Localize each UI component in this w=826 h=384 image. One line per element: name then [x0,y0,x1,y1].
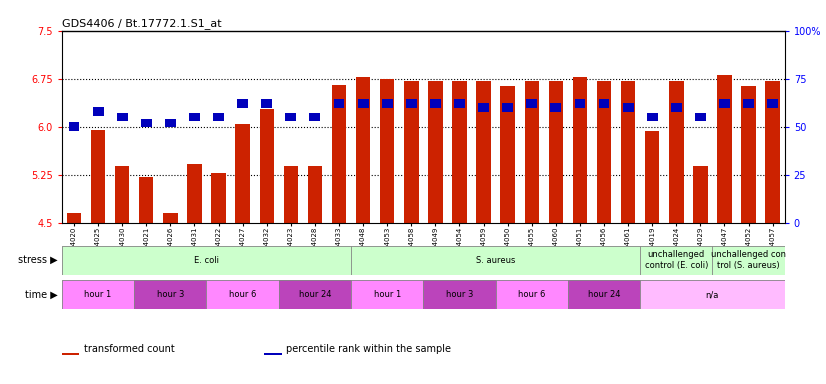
Bar [141,119,152,127]
Text: time ▶: time ▶ [25,290,58,300]
Bar [525,81,539,223]
Bar [454,99,465,108]
Bar [406,99,416,108]
Bar [717,75,732,223]
Bar [134,280,206,309]
Bar [430,99,441,108]
Text: unchallenged con
trol (S. aureus): unchallenged con trol (S. aureus) [711,250,786,270]
Text: unchallenged
control (E. coli): unchallenged control (E. coli) [644,250,708,270]
Bar [139,177,154,223]
Bar [380,79,394,223]
Bar [599,99,610,108]
Bar [213,113,224,121]
Bar [115,166,130,223]
Bar [310,113,320,121]
Bar [501,86,515,223]
Text: S. aureus: S. aureus [476,256,515,265]
Bar [693,166,708,223]
Text: hour 3: hour 3 [157,290,184,299]
Bar [623,103,634,112]
Bar [235,124,249,223]
Bar [572,78,587,223]
Bar [645,131,659,223]
Bar [423,280,496,309]
Bar [286,113,297,121]
Bar [62,280,134,309]
Bar [712,246,785,275]
Text: hour 1: hour 1 [84,290,112,299]
Text: percentile rank within the sample: percentile rank within the sample [286,344,451,354]
Bar [548,81,563,223]
Bar [334,99,344,108]
Bar [452,81,467,223]
Bar [278,280,351,309]
Text: hour 6: hour 6 [229,290,256,299]
Bar [478,103,489,112]
Text: hour 24: hour 24 [299,290,331,299]
Bar [766,81,780,223]
Text: hour 24: hour 24 [588,290,620,299]
Bar [93,107,103,116]
Bar [91,130,105,223]
Bar [743,99,754,108]
Bar [640,246,712,275]
Bar [741,86,756,223]
Bar [671,103,681,112]
Bar [669,81,683,223]
Bar [575,99,586,108]
Bar [647,113,657,121]
Bar [550,103,561,112]
Bar [62,353,79,355]
Bar [69,122,79,131]
Bar [237,99,248,108]
Bar [67,213,81,223]
Bar [356,77,370,223]
Bar [695,113,705,121]
Bar [640,280,785,309]
Text: hour 1: hour 1 [373,290,401,299]
Bar [211,173,225,223]
Bar [496,280,567,309]
Bar [526,99,537,108]
Bar [351,246,640,275]
Bar [332,85,346,223]
Bar [62,246,351,275]
Bar [206,280,278,309]
Bar [188,164,202,223]
Bar [261,99,272,108]
Bar [307,166,322,223]
Bar [116,113,127,121]
Bar [351,280,423,309]
Text: E. coli: E. coli [194,256,219,265]
Bar [596,81,611,223]
Bar [567,280,640,309]
Bar [502,103,513,112]
Text: hour 3: hour 3 [446,290,473,299]
Bar [264,353,282,355]
Text: hour 6: hour 6 [518,290,545,299]
Bar [767,99,778,108]
Text: n/a: n/a [705,290,719,299]
Bar [621,81,635,223]
Text: stress ▶: stress ▶ [18,255,58,265]
Bar [382,99,392,108]
Bar [165,119,176,127]
Text: transformed count: transformed count [83,344,174,354]
Bar [358,99,368,108]
Bar [404,81,419,223]
Bar [163,213,178,223]
Bar [719,99,730,108]
Bar [259,109,274,223]
Text: GDS4406 / Bt.17772.1.S1_at: GDS4406 / Bt.17772.1.S1_at [62,18,221,30]
Bar [189,113,200,121]
Bar [477,81,491,223]
Bar [283,166,298,223]
Bar [428,81,443,223]
